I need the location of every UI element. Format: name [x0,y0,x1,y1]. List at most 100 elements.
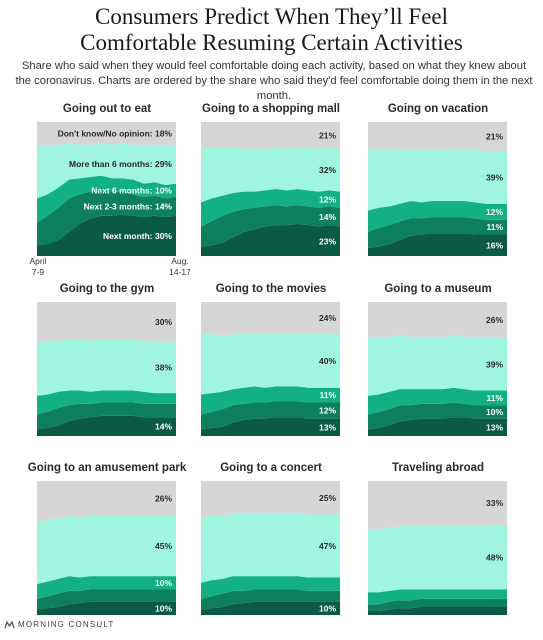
area-next-6-months [201,189,340,227]
area-chart-going-to-the-gym: 30% 38% 14% [37,302,176,436]
data-label-next-2-3-months: 10% [486,407,503,417]
area-next-month [201,223,340,256]
area-chart-going-to-a-museum: 26% 39% 11% 10% 13% [368,302,507,436]
area-more-than-6-months [368,148,507,211]
area-more-than-6-months [201,147,340,203]
area-next-6-months [368,589,507,605]
area-next-month [201,417,340,436]
data-label-next-month: 13% [319,422,336,432]
data-label-don-t-know-no-opinion: 21% [486,132,503,142]
x-end-label: Aug. 14-17 [162,256,198,278]
area-next-month [37,601,176,615]
area-more-than-6-months [37,339,176,396]
panel-title-going-to-the-gym: Going to the gym [59,283,155,295]
x-start-label: April 7-9 [22,256,54,278]
area-next-2-3-months [37,402,176,430]
chart-title: Consumers Predict When They’ll Feel Comf… [0,4,543,56]
area-don-t-know-no-opinion [368,302,507,339]
area-chart-going-out-to-eat: Don't know/No opinion: 18% More than 6 mo… [37,122,176,256]
data-label-next-month: 14% [155,422,172,432]
data-label-next-2-3-months: 14% [319,212,336,222]
area-next-2-3-months [37,190,176,246]
area-next-6-months [201,386,340,415]
panel-title-going-to-the-movies: Going to the movies [215,283,327,295]
area-next-6-months [201,576,340,599]
data-label-next-6-months: 11% [486,393,503,403]
x-start-label-month: April [29,256,47,266]
data-label-next-2-3-months: 12% [319,406,336,416]
data-label-more-than-6-months: 39% [486,359,503,369]
data-label-next-month: 16% [486,240,503,250]
area-next-6-months [37,175,176,223]
panel-title-going-to-an-amusement-park: Going to an amusement park [27,462,187,474]
area-next-2-3-months [368,402,507,430]
area-next-month [37,415,176,436]
data-label-more-than-6-months: 40% [319,356,336,366]
data-label-next-2-3-months: 11% [486,222,503,232]
panel-title-traveling-abroad: Traveling abroad [391,462,485,474]
footer-brand: MORNING CONSULT [18,620,115,629]
data-label-next-6-months: 10% [155,578,172,588]
panel-title-going-to-a-museum: Going to a museum [384,283,492,295]
area-next-6-months [368,387,507,415]
panel-title-going-out-to-eat: Going out to eat [62,103,152,115]
area-chart-going-to-a-concert: 25% 47% 10% [201,481,340,615]
area-more-than-6-months [368,335,507,396]
area-more-than-6-months [201,332,340,395]
data-label-don-t-know-no-opinion: 21% [319,130,336,140]
area-next-month [368,233,507,256]
data-label-don-t-know-no-opinion: 25% [319,493,336,503]
area-chart-going-to-the-movies: 24% 40% 11% 12% 13% [201,302,340,436]
data-label-don-t-know-no-opinion: 24% [319,313,336,323]
area-don-t-know-no-opinion [37,302,176,344]
area-chart-going-to-an-amusement-park: 26% 45% 10% 10% [37,481,176,615]
data-label-more-than-6-months: 39% [486,173,503,183]
data-label-more-than-6-months: 48% [486,552,503,562]
area-don-t-know-no-opinion [37,481,176,523]
x-end-label-days: 14-17 [169,267,191,277]
area-don-t-know-no-opinion [37,122,176,147]
area-next-2-3-months [368,598,507,611]
data-label-next-6-months: 12% [486,207,503,217]
area-next-2-3-months [368,217,507,248]
area-don-t-know-no-opinion [201,122,340,149]
area-chart-going-on-vacation: 21% 39% 12% 11% 16% [368,122,507,256]
area-next-month [368,417,507,436]
panel-title-going-to-a-shopping-mall: Going to a shopping mall [202,103,340,115]
area-next-6-months [37,390,176,415]
morning-consult-logo-icon [4,620,15,629]
area-more-than-6-months [37,143,176,199]
area-next-month [368,606,507,615]
chart-subtitle: Share who said when they would feel comf… [15,60,533,102]
area-next-6-months [37,576,176,599]
data-label-don-t-know-no-opinion: 30% [155,317,172,327]
data-label-next-6-months: 11% [319,390,336,400]
data-label-don-t-know-no-opinion: 26% [486,315,503,325]
data-label-don-t-know-no-opinion: Don't know/No opinion: 18% [58,128,173,138]
panel-title-going-to-a-concert: Going to a concert [220,462,322,474]
data-label-next-month: Next month: 30% [103,231,172,241]
area-don-t-know-no-opinion [201,481,340,518]
data-label-more-than-6-months: 47% [319,541,336,551]
area-next-2-3-months [201,589,340,610]
panel-title-going-on-vacation: Going on vacation [387,103,489,115]
data-label-next-6-months: Next 6 months: 10% [91,185,172,195]
data-label-more-than-6-months: 45% [155,541,172,551]
data-label-next-month: 23% [319,236,336,246]
area-don-t-know-no-opinion [201,302,340,336]
area-next-month [37,214,176,256]
area-don-t-know-no-opinion [368,122,507,152]
area-don-t-know-no-opinion [368,481,507,531]
data-label-more-than-6-months: 38% [155,363,172,373]
area-next-2-3-months [37,589,176,610]
area-next-2-3-months [201,401,340,430]
data-label-next-month: 13% [486,422,503,432]
area-chart-traveling-abroad: 33% 48% [368,481,507,615]
x-end-label-month: Aug. [171,256,189,266]
data-label-next-2-3-months: Next 2-3 months: 14% [84,201,173,211]
data-label-don-t-know-no-opinion: 26% [155,493,172,503]
area-chart-going-to-a-shopping-mall: 21% 32% 12% 14% 23% [201,122,340,256]
x-start-label-days: 7-9 [31,267,45,277]
data-label-more-than-6-months: More than 6 months: 29% [69,159,172,169]
title-line-1: Consumers Predict When They’ll Feel [94,4,449,29]
